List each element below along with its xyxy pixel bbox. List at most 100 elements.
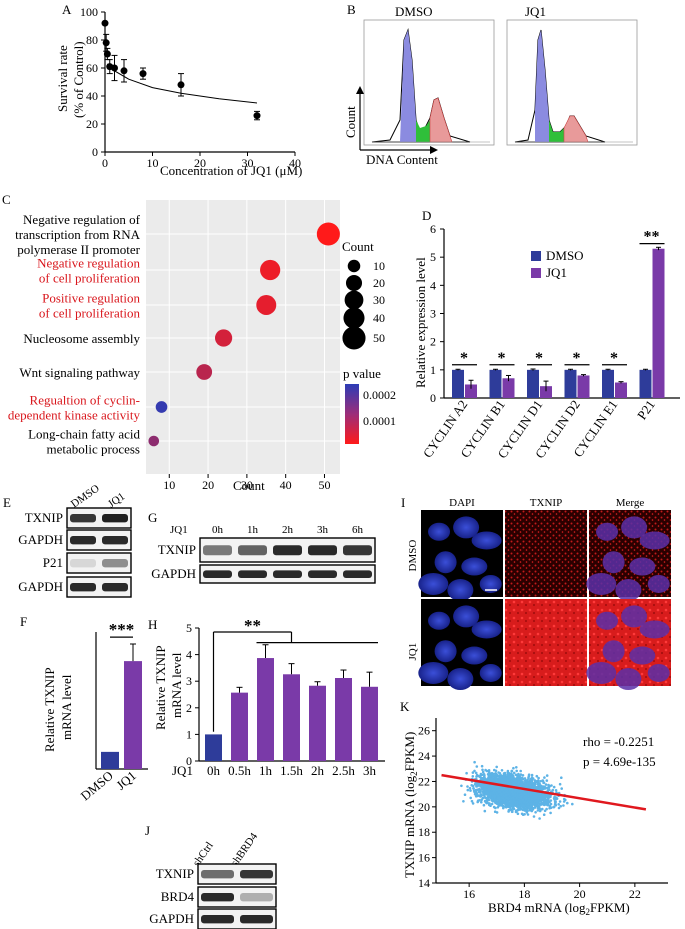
significance-mark: ** — [244, 616, 261, 635]
g2-peak — [563, 115, 589, 143]
panel-b-flow-histograms: B DMSO JQ1 Count DNA Content — [343, 2, 638, 167]
significance-mark: *** — [109, 620, 135, 639]
y-tick-label: 20 — [418, 800, 430, 814]
panel-k-correlation-scatter: K 16 18 20 22 14 16 18 20 22 24 26 rho = -0.2251 p… — [400, 699, 668, 917]
x-tick-label: 40 — [280, 478, 292, 492]
legend-swatch-jq1 — [531, 268, 541, 278]
blot-row: TXNIP — [158, 537, 376, 563]
bar-jq1 — [577, 375, 590, 398]
blot-band — [238, 545, 267, 556]
p-value-annotation: p = 4.69e-135 — [583, 754, 656, 769]
y-axis-label: TXNIP mRNA (log2FPKM) — [402, 732, 419, 878]
micro-image — [418, 599, 503, 691]
size-legend-title: Count — [342, 239, 374, 254]
panel-label-b: B — [347, 2, 356, 17]
blot-row: TXNIP — [25, 507, 132, 529]
size-legend-label: 40 — [373, 311, 385, 325]
go-term-label: metabolic process — [47, 442, 141, 457]
go-term-label: dependent kinase activity — [8, 408, 141, 423]
x-tick-label: JQ1 — [113, 768, 139, 793]
go-term-label: Regualtion of cyclin- — [30, 393, 140, 408]
fit-curve — [107, 63, 258, 104]
blot-band — [240, 893, 273, 902]
bar-dmso — [602, 369, 614, 398]
y-tick-label: 2 — [430, 335, 436, 349]
panel-label-f: F — [20, 614, 27, 629]
y-axis-label-line2: (% of Control) — [71, 41, 86, 118]
data-point — [102, 39, 110, 47]
go-term-label: Negative regulation of — [23, 212, 141, 227]
y-tick-label: 1 — [186, 727, 192, 741]
colorbar-label-low: 0.0001 — [363, 414, 396, 428]
blot-band — [308, 570, 337, 578]
legend-swatch-dmso — [531, 251, 541, 261]
blot-row: GAPDH — [151, 564, 376, 584]
x-tick-label: 20 — [194, 156, 206, 170]
data-point — [103, 50, 111, 58]
s-phase — [549, 120, 564, 142]
flow-histogram-dmso — [363, 19, 495, 146]
x-tick-label: 0.5h — [228, 763, 251, 778]
colorbar-label-high: 0.0002 — [363, 388, 396, 402]
significance-mark: * — [535, 350, 543, 367]
x-tick-label: 20 — [574, 887, 586, 901]
x-tick-label: DMSO — [78, 768, 116, 804]
x-tick-label: 16 — [463, 887, 475, 901]
micro-image — [586, 599, 671, 691]
blot-row: P21 — [43, 552, 132, 574]
blot-prefix-jq1: JQ1 — [170, 524, 188, 536]
bar-jq1 — [465, 384, 477, 398]
y-tick-label: 26 — [418, 724, 430, 738]
x-tick-label: P21 — [634, 397, 658, 422]
blot-band — [201, 870, 234, 879]
panel-label-g: G — [148, 510, 157, 525]
arrow-right-icon — [430, 146, 438, 154]
go-term-dot — [148, 435, 160, 447]
y-axis-label-line1: Survival rate — [55, 45, 70, 112]
blot-row-label: BRD4 — [161, 889, 195, 904]
blot-band — [238, 570, 267, 578]
panel-label-a: A — [62, 2, 72, 17]
blot-row-label: GAPDH — [149, 911, 194, 926]
bar-dmso — [489, 369, 502, 398]
y-tick-label: 3 — [186, 674, 192, 688]
significance-mark: ** — [644, 229, 660, 246]
micro-image — [505, 510, 587, 597]
micro-image — [418, 510, 503, 602]
blot-row: TXNIP — [156, 863, 277, 885]
panel-i-immunofluorescence: I DAPI TXNIP Merge DMSO JQ1 — [401, 495, 671, 691]
blot-row: GAPDH — [18, 576, 132, 598]
blot-row-label: TXNIP — [156, 866, 194, 881]
blot-band — [70, 559, 96, 568]
blot-band — [201, 893, 234, 902]
blot-row: BRD4 — [161, 886, 277, 908]
go-term-label: transcription from RNA — [15, 227, 141, 242]
s-phase — [416, 120, 430, 142]
blot-band — [273, 545, 302, 556]
g1-peak — [400, 30, 416, 142]
y-tick-label: 5 — [430, 250, 436, 264]
blot-col-dmso: DMSO — [69, 482, 102, 510]
go-term-label: Long-chain fatty acid — [28, 427, 140, 442]
bar — [283, 674, 300, 761]
size-legend-dot — [347, 259, 361, 273]
blot-band — [201, 915, 234, 924]
x-tick-label: 1.5h — [280, 763, 303, 778]
blot-band — [70, 583, 96, 592]
y-tick-label: 60 — [86, 61, 98, 75]
rho-annotation: rho = -0.2251 — [583, 734, 654, 749]
significance-mark: * — [573, 350, 581, 367]
go-term-dot — [214, 329, 233, 347]
bar-jq1 — [615, 382, 627, 398]
blot-band — [102, 559, 128, 568]
flow-title-jq1: JQ1 — [525, 4, 546, 19]
bar-dmso — [564, 369, 577, 398]
size-legend-label: 10 — [373, 259, 385, 273]
g2-peak — [429, 97, 453, 143]
blot-band — [70, 514, 96, 523]
y-axis-label: Count — [343, 106, 358, 138]
go-term-label: polymerase II promoter — [17, 242, 140, 257]
go-term-label: Negative regulation — [37, 256, 140, 271]
micro-image — [505, 599, 587, 686]
